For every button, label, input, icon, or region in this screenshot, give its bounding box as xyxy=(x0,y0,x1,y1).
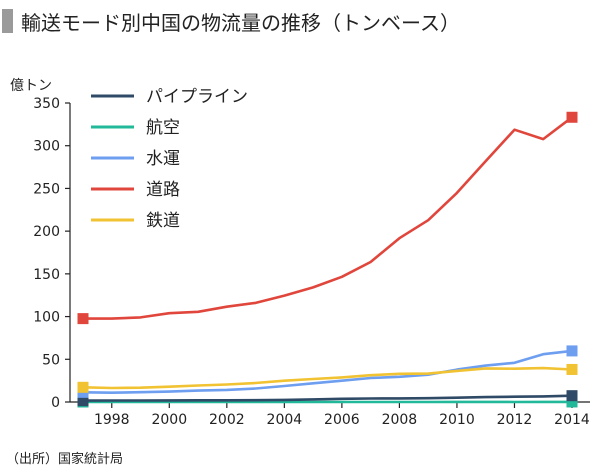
chart-title-bar: 輸送モード別中国の物流量の推移（トンベース） xyxy=(2,6,460,36)
series-line-鉄道 xyxy=(82,366,573,390)
legend-label: 鉄道 xyxy=(146,211,180,231)
x-tick-label: 2008 xyxy=(382,412,418,428)
x-tick-label: 2006 xyxy=(324,412,360,428)
data-point-marker xyxy=(566,345,578,357)
x-tick-label: 2012 xyxy=(497,412,533,428)
legend-label: 道路 xyxy=(146,180,180,200)
x-tick-label: 2014 xyxy=(554,412,590,428)
chart-title: 輸送モード別中国の物流量の推移（トンベース） xyxy=(21,10,460,35)
data-point-marker xyxy=(566,396,578,408)
y-tick-label: 250 xyxy=(33,181,60,197)
y-tick-label: 100 xyxy=(33,310,60,326)
data-point-marker xyxy=(77,313,89,325)
x-tick-label: 2000 xyxy=(151,412,187,428)
series-line-パイプライン xyxy=(82,394,573,402)
series-lines xyxy=(82,116,573,404)
legend-label: 航空 xyxy=(146,118,180,138)
line-chart: 0 50 100 150 200 250 300 350 億トン 1998 2000 2002 2004… xyxy=(10,78,590,428)
data-point-marker xyxy=(77,395,89,407)
series-line-水運 xyxy=(82,349,573,395)
y-axis-label: 億トン xyxy=(10,78,52,94)
data-point-marker xyxy=(77,381,89,393)
x-tick-label: 1998 xyxy=(94,412,130,428)
chart-axes: 0 50 100 150 200 250 300 350 億トン 1998 2000 2002 2004… xyxy=(10,78,590,428)
y-tick-label: 350 xyxy=(33,96,60,112)
title-accent-bar xyxy=(2,9,13,33)
data-point-marker xyxy=(566,111,578,123)
legend-label: 水運 xyxy=(146,149,180,169)
y-tick-label: 0 xyxy=(51,395,60,411)
x-tick-label: 2002 xyxy=(209,412,245,428)
y-tick-label: 200 xyxy=(33,224,60,240)
series-line-道路 xyxy=(83,116,573,320)
y-tick-label: 150 xyxy=(33,267,60,283)
x-tick-label: 2010 xyxy=(439,412,475,428)
data-point-marker xyxy=(566,363,578,375)
series-end-markers xyxy=(77,111,578,408)
y-tick-label: 300 xyxy=(33,139,60,155)
source-note: （出所）国家統計局 xyxy=(6,452,124,467)
data-point-marker xyxy=(566,390,578,402)
y-tick-label: 50 xyxy=(42,352,60,368)
x-tick-label: 2004 xyxy=(267,412,303,428)
legend-label: パイプライン xyxy=(146,87,248,107)
